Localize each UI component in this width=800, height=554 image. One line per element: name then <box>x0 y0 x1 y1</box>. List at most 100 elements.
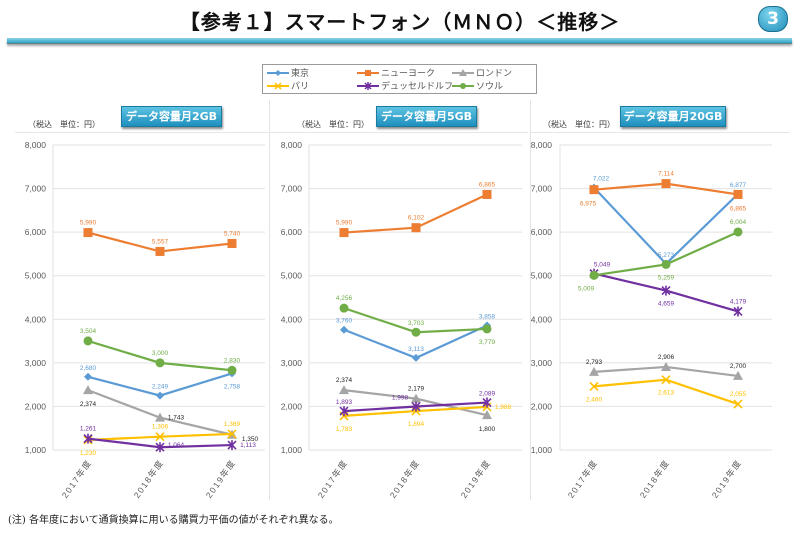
legend-marker-x-icon <box>267 81 289 90</box>
y-tick-label: 4,000 <box>25 314 47 324</box>
data-label: 1,800 <box>479 426 496 433</box>
data-label: 1,894 <box>408 421 425 428</box>
data-label: 1,743 <box>168 415 185 422</box>
data-label: 1,988 <box>495 404 512 411</box>
marker-triangle <box>411 393 421 403</box>
marker-triangle <box>589 366 599 376</box>
marker-x <box>155 432 165 442</box>
marker-circle <box>339 303 349 313</box>
series-ソウル: 3,504 3,000 2,830 <box>80 328 241 375</box>
legend-item-newyork: ニューヨーク <box>357 66 435 79</box>
chart-legend: 東京 ニューヨーク ロンドン パリ デュッセルドルフ ソウル <box>262 64 537 94</box>
data-label: 1,893 <box>336 399 353 406</box>
series-ソウル: 4,256 3,703 3,779 <box>336 295 496 346</box>
x-tick-label: 2017年度 <box>60 457 94 500</box>
x-tick-label: 2018年度 <box>132 457 166 500</box>
data-label: 4,659 <box>658 301 675 308</box>
chart-title-5gb: データ容量月5GB <box>376 106 477 127</box>
legend-label: ニューヨーク <box>381 69 436 79</box>
y-tick-label: 2,000 <box>531 401 553 411</box>
y-tick-label: 1,000 <box>25 445 47 455</box>
y-tick-label: 3,000 <box>281 358 303 368</box>
marker-triangle <box>339 385 349 395</box>
series-ニューヨーク: 5,990 5,557 5,740 <box>80 220 241 256</box>
x-tick-label: 2019年度 <box>459 457 493 500</box>
marker-square <box>339 228 349 238</box>
panel-divider <box>530 100 531 500</box>
x-tick-label: 2019年度 <box>204 457 238 500</box>
data-label: 2,374 <box>336 377 353 384</box>
marker-square <box>155 246 165 256</box>
marker-diamond <box>412 353 420 362</box>
marker-star <box>411 401 421 412</box>
marker-x <box>589 381 599 391</box>
legend-marker-circle-icon <box>452 82 474 89</box>
legend-item-dusseldorf: デュッセルドルフ <box>357 79 453 92</box>
series-ニューヨーク: 5,990 6,102 6,865 <box>336 181 496 238</box>
series-デュッセルドルフ: 1,893 1,998 2,089 <box>336 391 496 417</box>
marker-triangle <box>733 370 743 380</box>
y-tick-label: 8,000 <box>531 140 553 150</box>
panel-top-rule <box>15 132 268 133</box>
data-label: 3,113 <box>408 346 424 353</box>
data-label: 6,004 <box>730 219 747 226</box>
series-ニューヨーク: 6,975 7,114 6,865 <box>580 171 747 213</box>
y-tick-label: 7,000 <box>281 184 303 194</box>
marker-circle <box>411 327 421 337</box>
series-東京: 2,680 2,249 2,758 <box>80 365 241 400</box>
marker-circle <box>733 227 743 237</box>
title-underline <box>7 38 792 44</box>
series-デュッセルドルフ: 5,049 4,659 4,179 <box>589 262 747 317</box>
data-label: 2,249 <box>152 384 169 391</box>
data-label: 3,000 <box>152 350 169 357</box>
data-label: 5,990 <box>336 220 353 227</box>
data-label: 1,230 <box>80 450 97 457</box>
y-tick-label: 6,000 <box>531 227 553 237</box>
data-label: 2,089 <box>479 391 496 398</box>
data-label: 1,369 <box>224 421 241 428</box>
series-ロンドン: 2,374 2,179 1,800 <box>336 377 496 433</box>
y-tick-label: 2,000 <box>25 401 47 411</box>
series-東京: 3,760 3,113 3,858 <box>336 313 496 362</box>
chart-panel-1: 1,000 2,000 3,000 4,000 5,000 6,000 7,000 8,000… <box>281 140 522 500</box>
x-tick-label: 2019年度 <box>710 457 744 500</box>
page-number-badge: 3 <box>758 6 788 32</box>
marker-x <box>227 429 237 439</box>
marker-square <box>227 238 237 248</box>
y-tick-label: 8,000 <box>25 140 47 150</box>
y-tick-label: 4,000 <box>281 314 303 324</box>
data-label: 7,022 <box>593 176 610 183</box>
data-label: 1,306 <box>152 424 169 431</box>
data-label: 1,261 <box>80 426 97 433</box>
marker-circle <box>83 336 93 346</box>
y-tick-label: 5,000 <box>25 271 47 281</box>
data-label: 5,740 <box>224 230 241 237</box>
legend-item-tokyo: 東京 <box>267 66 309 79</box>
marker-circle <box>227 365 237 375</box>
data-label: 5,990 <box>80 220 97 227</box>
data-label: 4,179 <box>730 298 747 305</box>
data-label: 6,865 <box>479 181 496 188</box>
data-label: 6,865 <box>730 205 747 212</box>
series-東京: 7,022 5,273 6,877 <box>590 176 747 268</box>
legend-label: パリ <box>291 82 310 92</box>
marker-triangle <box>155 412 165 422</box>
data-label: 2,680 <box>80 365 97 372</box>
legend-label: デュッセルドルフ <box>381 82 454 92</box>
data-label: 4,256 <box>336 295 353 302</box>
data-label: 5,557 <box>152 238 169 245</box>
data-label: 6,877 <box>730 182 747 189</box>
y-tick-label: 1,000 <box>531 445 553 455</box>
series-ソウル: 5,009 5,259 6,004 <box>578 219 747 292</box>
y-tick-label: 3,000 <box>25 358 47 368</box>
marker-diamond <box>84 372 92 381</box>
data-label: 2,793 <box>586 359 603 366</box>
marker-star <box>661 285 671 296</box>
data-label: 5,049 <box>594 262 611 269</box>
unit-label-5gb: （税込 単位：円） <box>297 120 369 129</box>
data-label: 3,779 <box>479 339 496 346</box>
legend-item-seoul: ソウル <box>452 79 503 92</box>
legend-marker-square-icon <box>357 69 379 76</box>
marker-star <box>339 406 349 417</box>
